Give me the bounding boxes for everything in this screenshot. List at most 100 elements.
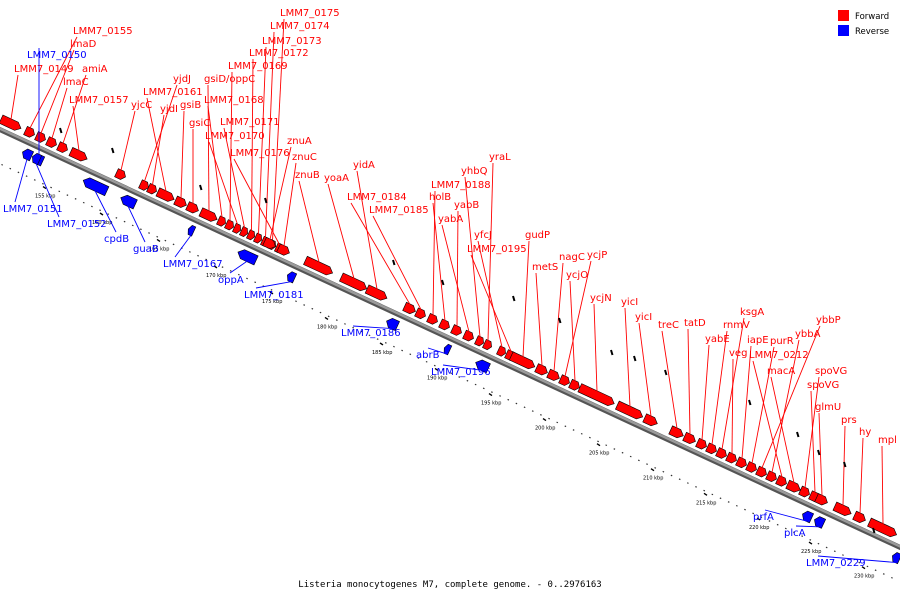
gene-lmm7-0212[interactable]: LMM7_0212 — [749, 350, 809, 488]
gene-label[interactable]: LMM7_0171 — [220, 117, 280, 128]
gene-arrow[interactable] — [668, 425, 685, 440]
gene-lmm7-0168[interactable]: LMM7_0168 — [204, 95, 264, 227]
gene-lmm7-0157[interactable]: LMM7_0157 — [68, 95, 129, 163]
gene-label[interactable]: yabE — [705, 334, 730, 345]
gene-label[interactable]: yfcJ — [474, 230, 492, 241]
gene-label[interactable]: ycjN — [590, 293, 612, 304]
gene-label[interactable]: macA — [767, 366, 795, 377]
gene-arrow[interactable] — [339, 272, 368, 293]
gene-glmu[interactable]: glmU — [814, 402, 842, 507]
gene-label[interactable]: LMM7_0188 — [431, 180, 491, 191]
gene-gudp[interactable]: gudP — [508, 230, 550, 371]
gene-arrow[interactable] — [642, 413, 659, 428]
gene-lmm7-0188[interactable]: LMM7_0188 — [426, 180, 491, 326]
gene-lmm7-0172[interactable]: LMM7_0172 — [246, 48, 309, 241]
gene-label[interactable]: prfA — [753, 512, 774, 523]
gene-arrow[interactable] — [246, 229, 256, 241]
gene-arrow[interactable] — [496, 345, 507, 358]
gene-prfa[interactable]: prfA — [753, 509, 815, 524]
gene-arrow[interactable] — [800, 510, 815, 524]
gene-arrow[interactable] — [785, 479, 802, 494]
gene-label[interactable]: yjcC — [131, 100, 152, 111]
gene-lmm7-0186[interactable]: LMM7_0186 — [341, 317, 401, 339]
gene-label[interactable]: iapE — [747, 335, 769, 346]
gene-arrow[interactable] — [114, 168, 128, 181]
gene-mets[interactable]: metS — [532, 262, 558, 377]
gene-label[interactable]: znuA — [287, 136, 312, 147]
gene-label[interactable]: cpdB — [104, 234, 129, 245]
gene-iape[interactable]: iapE — [735, 335, 769, 469]
gene-yici[interactable]: yicI — [635, 312, 659, 428]
gene-ycjn[interactable]: ycjN — [577, 293, 616, 408]
gene-label[interactable]: LMM7_0195 — [467, 244, 527, 255]
gene-arrow[interactable] — [615, 400, 644, 421]
gene-label[interactable]: LMM7_0175 — [280, 8, 340, 19]
gene-label[interactable]: LMM7_0157 — [69, 95, 129, 106]
gene-arrow[interactable] — [438, 318, 452, 331]
gene-label[interactable]: LMM7_0212 — [749, 350, 809, 361]
gene-arrow[interactable] — [0, 114, 23, 132]
gene-arrow[interactable] — [832, 501, 853, 518]
gene-spovg[interactable]: spoVG — [807, 380, 839, 503]
gene-arrow[interactable] — [814, 493, 830, 507]
gene-arrow[interactable] — [426, 313, 440, 325]
gene-label[interactable]: yicI — [635, 312, 652, 323]
gene-nagc[interactable]: nagC — [546, 252, 585, 382]
gene-arrow[interactable] — [384, 317, 400, 332]
gene-label[interactable]: LMM7_0149 — [14, 64, 74, 75]
gene-arrow[interactable] — [867, 517, 898, 539]
gene-lmm7-0151[interactable]: LMM7_0151 — [3, 148, 63, 215]
gene-arrow[interactable] — [198, 207, 219, 224]
gene-yabe[interactable]: yabE — [695, 334, 730, 451]
gene-label[interactable]: ksgA — [740, 307, 764, 318]
gene-label[interactable]: lmaC — [63, 77, 89, 88]
gene-ybba[interactable]: ybbA — [765, 329, 821, 483]
gene-arrow[interactable] — [285, 270, 298, 284]
gene-arrow[interactable] — [262, 236, 278, 250]
gene-label[interactable]: nagC — [559, 252, 585, 263]
gene-label[interactable]: tatD — [684, 318, 706, 329]
gene-arrow[interactable] — [450, 324, 464, 337]
gene-arrow[interactable] — [45, 136, 59, 149]
gene-yfcj[interactable]: yfcJ — [474, 230, 508, 357]
gene-arrow[interactable] — [682, 431, 698, 445]
gene-label[interactable]: gsiB — [180, 100, 201, 111]
gene-yjdi[interactable]: yjdI — [146, 104, 178, 195]
gene-arrow[interactable] — [68, 147, 89, 163]
gene-arrow[interactable] — [852, 510, 868, 524]
gene-label[interactable]: lmaD — [70, 39, 97, 50]
gene-label[interactable]: veg — [729, 348, 747, 359]
gene-arrow[interactable] — [185, 201, 201, 215]
gene-rnmv[interactable]: rnmV — [705, 320, 750, 455]
gene-arrow[interactable] — [224, 219, 235, 232]
gene-arrow[interactable] — [508, 351, 536, 371]
gene-trec[interactable]: treC — [658, 320, 685, 440]
gene-lmm7-0171[interactable]: LMM7_0171 — [220, 117, 280, 238]
gene-label[interactable]: plcA — [784, 528, 806, 539]
gene-znuc[interactable]: znuC — [276, 152, 317, 257]
gene-label[interactable]: LMM7_0155 — [73, 26, 133, 37]
gene-label[interactable]: LMM7_0151 — [3, 204, 63, 215]
gene-amia[interactable]: amiA — [56, 64, 108, 154]
gene-label[interactable]: LMM7_0181 — [244, 290, 304, 301]
gene-label[interactable]: LMM7_0184 — [347, 192, 407, 203]
gene-arrow[interactable] — [364, 284, 389, 302]
gene-label[interactable]: yabB — [454, 200, 479, 211]
gene-label[interactable]: LMM7_0185 — [369, 205, 429, 216]
gene-arrow[interactable] — [236, 248, 259, 266]
gene-plca[interactable]: plcA — [784, 515, 827, 539]
gene-label[interactable]: yjdI — [160, 104, 178, 115]
gene-mpl[interactable]: mpl — [867, 435, 898, 539]
gene-label[interactable]: LMM7_0186 — [341, 328, 401, 339]
gene-lmm7-0169[interactable]: LMM7_0169 — [224, 61, 288, 232]
gene-label[interactable]: LMM7_0174 — [270, 21, 330, 32]
gene-purr[interactable]: purR — [745, 336, 794, 474]
gene-znua[interactable]: znuA — [262, 136, 312, 251]
gene-label[interactable]: treC — [658, 320, 679, 331]
gene-lmm7-0173[interactable]: LMM7_0173 — [253, 36, 322, 244]
gene-arrow[interactable] — [705, 442, 719, 455]
gene-arrow[interactable] — [216, 215, 227, 228]
gene-yici[interactable]: yicI — [615, 297, 644, 421]
gene-yoaa[interactable]: yoaA — [324, 173, 369, 293]
gene-label[interactable]: yidA — [353, 160, 375, 171]
